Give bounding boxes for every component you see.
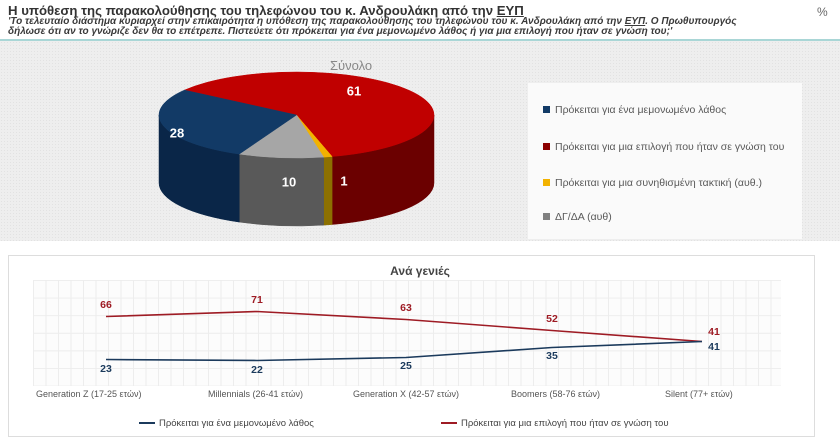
svg-text:41: 41 — [708, 341, 720, 353]
svg-text:71: 71 — [251, 294, 263, 306]
svg-text:35: 35 — [546, 350, 558, 362]
svg-text:63: 63 — [400, 302, 412, 314]
svg-text:52: 52 — [546, 313, 558, 325]
svg-text:22: 22 — [251, 364, 263, 376]
svg-text:41: 41 — [708, 326, 720, 338]
svg-text:66: 66 — [100, 299, 112, 311]
svg-text:23: 23 — [100, 363, 112, 375]
svg-text:25: 25 — [400, 360, 412, 372]
